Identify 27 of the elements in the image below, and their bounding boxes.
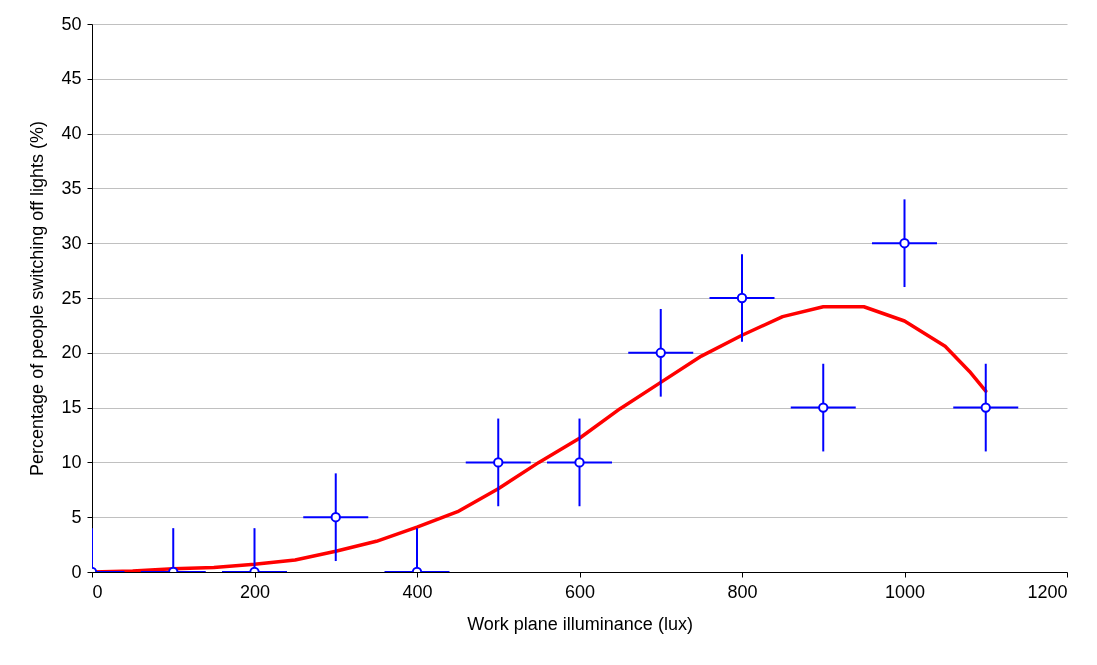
x-tick-label: 200	[239, 581, 271, 602]
y-tick-label: 20	[61, 342, 82, 363]
y-tick-label: 35	[61, 177, 82, 198]
point	[899, 238, 910, 249]
point	[980, 402, 991, 413]
x-tick-label: 600	[564, 581, 596, 602]
y-tick-label: 5	[71, 506, 82, 527]
y-tick-label: 45	[61, 68, 82, 89]
x-axis-title: Work plane illuminance (lux)	[467, 613, 693, 634]
x-tick-label: 800	[727, 581, 758, 602]
x-tick-label: 1200	[1027, 581, 1068, 602]
point	[818, 402, 829, 413]
y-tick-label: 15	[61, 397, 82, 418]
point	[574, 457, 585, 468]
point	[493, 457, 504, 468]
x-tick-label: 0	[92, 581, 103, 602]
y-axis-title: Percentage of people switching off lights (%)	[27, 121, 48, 476]
x-tick-label: 400	[402, 581, 433, 602]
y-tick-label: 25	[61, 287, 82, 308]
point	[736, 292, 748, 304]
y-tick-label: 10	[61, 451, 82, 472]
y-tick-label: 0	[71, 561, 82, 582]
y-tick-label: 50	[61, 13, 82, 34]
x-tick-label: 1000	[884, 581, 926, 602]
point	[655, 347, 666, 358]
y-tick-label: 30	[61, 232, 82, 253]
y-tick-label: 40	[61, 123, 82, 144]
